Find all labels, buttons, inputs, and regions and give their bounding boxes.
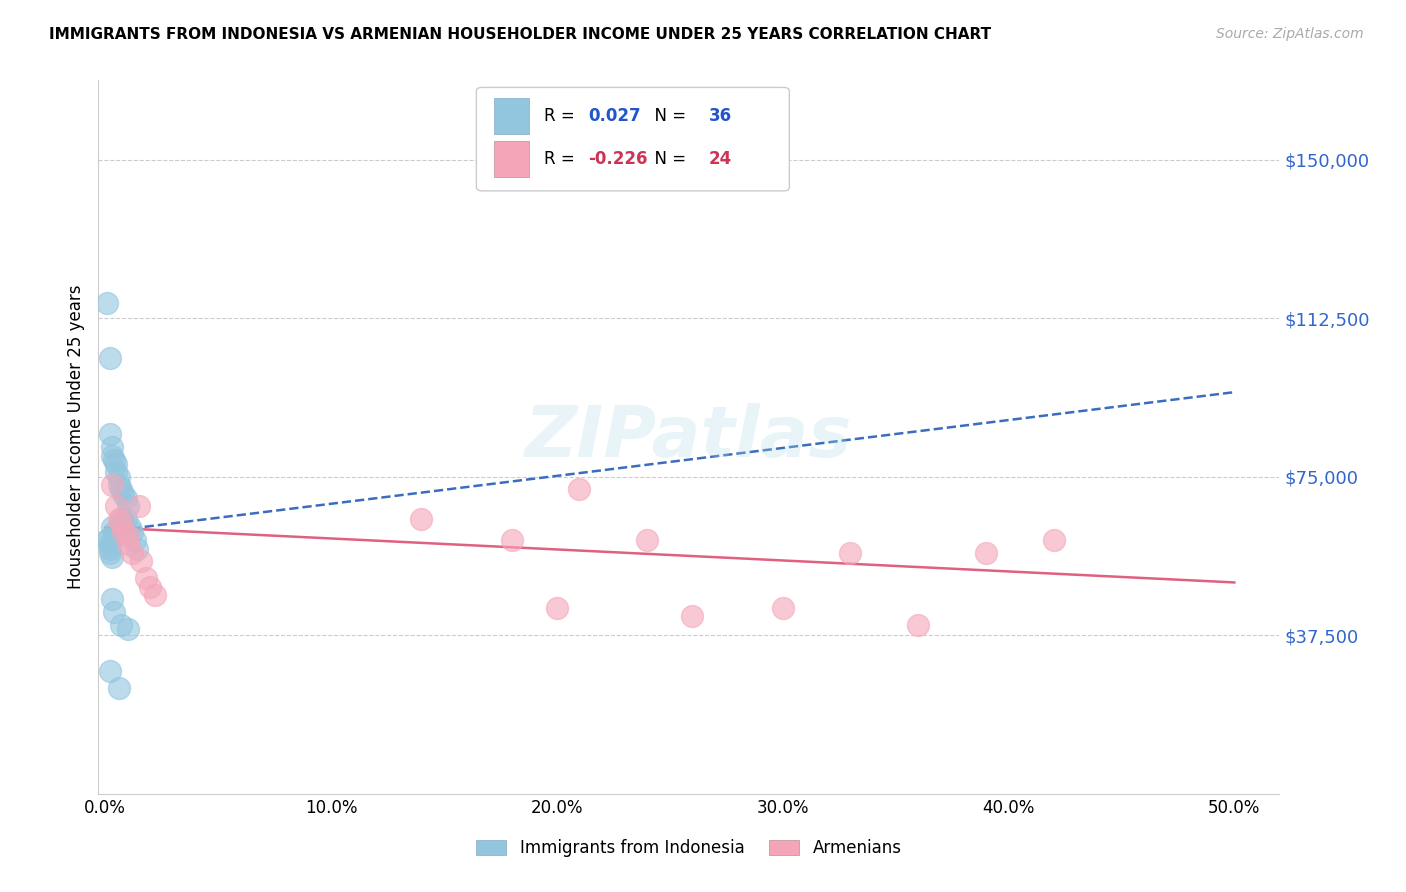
Point [974,546,997,560]
Point [96,533,118,548]
Text: R =: R = [544,107,579,125]
FancyBboxPatch shape [494,141,530,177]
Point [501,533,523,548]
Text: 0.027: 0.027 [589,107,641,125]
Point [117,500,139,514]
Point [105,529,128,543]
Point [98,546,121,560]
Point [839,546,862,560]
Point [103,524,125,539]
Point [117,537,139,551]
Point [110,483,132,497]
Point [110,512,132,526]
Point [125,541,148,556]
Point [105,466,128,480]
Point [107,478,129,492]
Point [101,520,124,534]
Point [546,600,568,615]
Point [105,457,128,471]
FancyBboxPatch shape [477,87,789,191]
Text: -0.226: -0.226 [589,150,648,168]
Point [101,440,124,454]
Point [1042,533,1064,548]
Point [772,600,794,615]
Point [114,491,136,505]
Point [101,550,124,565]
Point [143,588,166,602]
Point [121,546,143,560]
Point [117,529,139,543]
Point [112,486,135,500]
Point [110,617,132,632]
FancyBboxPatch shape [494,98,530,134]
Point [907,617,929,632]
Text: Source: ZipAtlas.com: Source: ZipAtlas.com [1216,27,1364,41]
Point [110,516,132,531]
Point [98,541,121,556]
Text: ZIPatlas: ZIPatlas [526,402,852,472]
Point [139,580,162,594]
Point [96,296,118,310]
Text: IMMIGRANTS FROM INDONESIA VS ARMENIAN HOUSEHOLDER INCOME UNDER 25 YEARS CORRELAT: IMMIGRANTS FROM INDONESIA VS ARMENIAN HO… [49,27,991,42]
Point [411,512,433,526]
Point [121,524,143,539]
Point [568,483,591,497]
Text: 24: 24 [709,150,733,168]
Legend: Immigrants from Indonesia, Armenians: Immigrants from Indonesia, Armenians [470,833,908,864]
Point [98,537,121,551]
Text: 36: 36 [709,107,733,125]
Point [103,605,125,619]
Text: N =: N = [644,107,692,125]
Point [681,609,703,624]
Point [103,452,125,467]
Point [135,571,157,585]
Y-axis label: Householder Income Under 25 years: Householder Income Under 25 years [66,285,84,590]
Point [114,512,136,526]
Point [131,554,153,568]
Point [118,520,141,534]
Text: N =: N = [644,150,692,168]
Point [98,351,121,366]
Point [101,449,124,463]
Point [117,622,139,636]
Point [112,524,135,539]
Point [98,427,121,442]
Point [107,681,129,695]
Point [112,516,135,531]
Point [105,500,128,514]
Point [107,469,129,483]
Point [101,592,124,607]
Point [96,533,118,548]
Point [124,533,146,548]
Point [107,512,129,526]
Point [98,665,121,679]
Point [101,478,124,492]
Text: R =: R = [544,150,579,168]
Point [128,500,150,514]
Point [636,533,658,548]
